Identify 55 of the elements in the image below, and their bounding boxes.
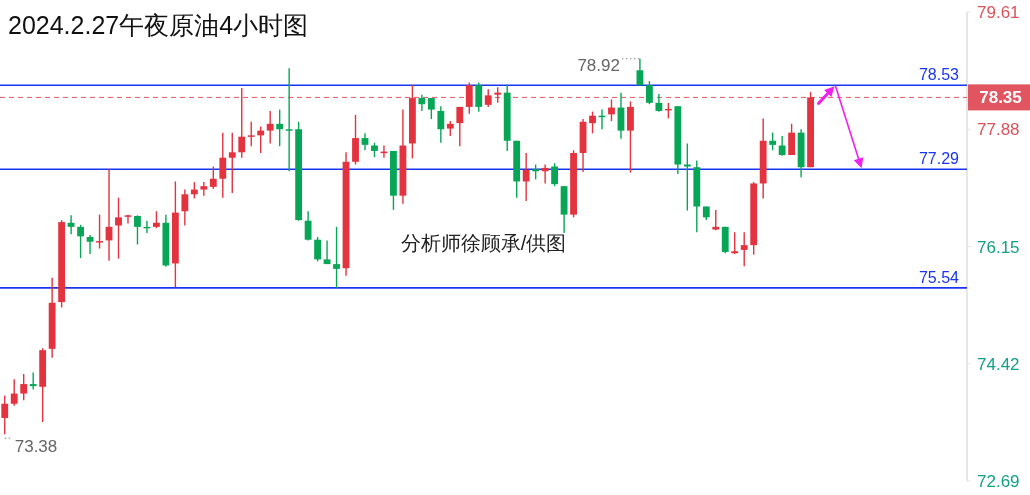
candlestick bbox=[314, 236, 322, 263]
candlestick bbox=[645, 80, 653, 105]
annotation: 73.38 bbox=[14, 437, 58, 457]
y-tick-label: 72.69 bbox=[977, 472, 1020, 491]
candlestick bbox=[228, 131, 236, 194]
candlestick bbox=[608, 98, 615, 122]
candlestick bbox=[266, 110, 274, 145]
candlestick bbox=[209, 165, 217, 190]
candlestick bbox=[352, 114, 359, 166]
chart-title: 2024.2.27午夜原油4小时图 bbox=[8, 11, 309, 39]
candlestick bbox=[67, 214, 75, 235]
annotation: 78.92 bbox=[577, 55, 620, 75]
candlestick bbox=[29, 371, 37, 391]
candlestick bbox=[219, 131, 227, 199]
candlestick bbox=[731, 231, 739, 255]
candlestick bbox=[124, 213, 132, 225]
ref-line-label: 77.29 bbox=[918, 150, 960, 168]
candlestick bbox=[475, 81, 483, 113]
candlestick bbox=[247, 121, 255, 147]
candlestick bbox=[276, 108, 284, 147]
ref-line-label: 75.54 bbox=[918, 268, 960, 286]
candlestick bbox=[304, 210, 312, 242]
candlestick bbox=[522, 152, 530, 202]
candlestick bbox=[778, 135, 786, 157]
candlestick bbox=[788, 123, 796, 156]
candlestick bbox=[86, 234, 94, 255]
candlestick bbox=[115, 197, 122, 260]
candlestick bbox=[541, 163, 549, 185]
candlestick bbox=[456, 106, 464, 147]
candlestick bbox=[10, 378, 18, 407]
candlestick bbox=[134, 214, 141, 246]
candlestick bbox=[1, 394, 9, 435]
candlestick bbox=[437, 105, 445, 144]
ref-line-label: 78.35 bbox=[979, 88, 1022, 108]
candlestick bbox=[96, 213, 103, 250]
candlestick bbox=[333, 226, 340, 289]
candlestick bbox=[20, 373, 28, 402]
candlestick bbox=[427, 97, 435, 120]
candlestick bbox=[465, 81, 473, 115]
candlestick bbox=[181, 188, 189, 227]
candlestick bbox=[77, 224, 84, 259]
ref-line-label: 78.53 bbox=[918, 66, 960, 84]
y-tick-label: 77.88 bbox=[977, 120, 1020, 140]
y-tick-label: 74.42 bbox=[977, 354, 1020, 374]
candlestick bbox=[740, 231, 748, 267]
candlestick bbox=[589, 110, 596, 135]
candlestick bbox=[551, 162, 559, 187]
candlestick bbox=[285, 67, 293, 172]
candlestick bbox=[238, 87, 246, 159]
candlestick bbox=[627, 100, 634, 174]
annotation: 分析师徐顾承/供图 bbox=[400, 232, 567, 254]
candlestick bbox=[200, 181, 208, 197]
y-tick-label: 76.15 bbox=[977, 237, 1020, 257]
candlestick bbox=[683, 142, 691, 212]
y-tick-label: 79.61 bbox=[977, 3, 1020, 22]
